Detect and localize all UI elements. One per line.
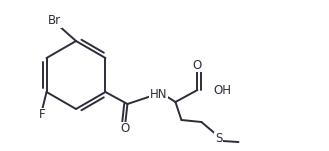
Text: Br: Br	[48, 14, 61, 27]
Text: O: O	[121, 122, 130, 135]
Text: S: S	[215, 132, 222, 146]
Text: OH: OH	[214, 84, 231, 96]
Text: F: F	[39, 109, 46, 122]
Text: HN: HN	[150, 87, 167, 101]
Text: O: O	[193, 58, 202, 72]
